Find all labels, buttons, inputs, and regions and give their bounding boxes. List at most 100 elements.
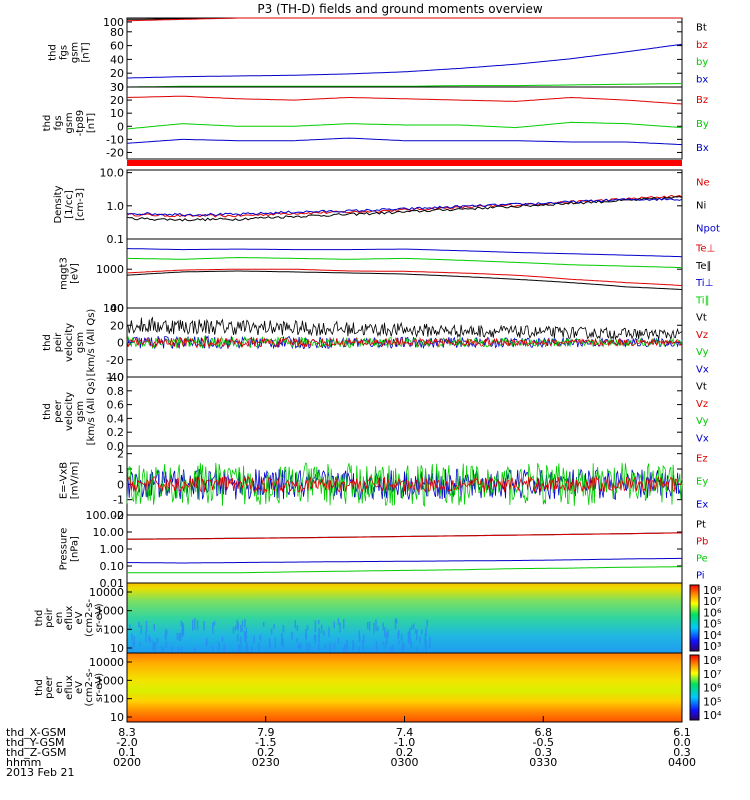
series-by xyxy=(127,83,683,88)
spectrogram-pixel xyxy=(253,635,255,644)
spectrogram-pixel xyxy=(313,634,316,641)
spectrogram-pixel xyxy=(138,621,140,628)
legend-Ti⊥: Ti⊥ xyxy=(695,278,713,289)
y-tick-label: 100 xyxy=(103,693,124,706)
spectrogram-pixel xyxy=(362,634,365,643)
spectrogram-1: 10000 1000 100 10 thd peir en eflux eV (cm2-s-sr-… xyxy=(34,582,722,660)
panel-7: 2 1 0 -1 -2 E=-VxB [mV/m] Ez Ey Ex xyxy=(59,445,708,522)
spectrogram-pixel xyxy=(414,629,417,634)
spectrogram-pixel xyxy=(337,637,340,644)
spectrogram-pixel xyxy=(409,638,412,645)
spectrogram-pixel xyxy=(387,629,389,639)
spectrogram-pixel xyxy=(401,642,404,654)
y-tick-label: -40 xyxy=(106,371,124,384)
colorbar-label: 10⁷ xyxy=(703,668,721,681)
y-axis-label: fgs xyxy=(53,115,64,130)
legend-Ni: Ni xyxy=(696,201,706,212)
y-axis-label: eV xyxy=(74,611,85,624)
panel-3: 10.0 1.0 0.1 Density [1/cc] [cm-3] Ne Ni Npot xyxy=(53,167,720,246)
y-tick-label: 100.00 xyxy=(86,509,125,522)
spectrogram-pixel xyxy=(314,620,317,633)
x-tick-label: -1.0 xyxy=(394,736,415,749)
spectrogram-pixel xyxy=(212,622,214,634)
legend-Pt: Pt xyxy=(696,520,706,531)
y-axis-label: thd xyxy=(48,44,59,61)
spectrogram-pixel xyxy=(203,624,205,631)
x-tick-label: 0.1 xyxy=(118,746,136,759)
y-tick-label: -10 xyxy=(106,133,124,146)
spectrogram-pixel xyxy=(237,633,239,642)
spectrogram-pixel xyxy=(416,629,418,641)
spectrogram-pixel xyxy=(375,641,378,651)
colorbar-label: 10⁶ xyxy=(703,606,722,619)
series-Npot xyxy=(126,197,683,217)
y-axis-label: fgs xyxy=(59,45,70,60)
x-tick-label: 0330 xyxy=(529,756,557,769)
y-axis-label: peir xyxy=(53,332,64,352)
spectrogram-image xyxy=(127,583,682,653)
y-tick-label: 10 xyxy=(110,642,124,655)
y-axis-label: [eV] xyxy=(70,263,81,284)
spectrogram-pixel xyxy=(385,632,388,644)
series-bz xyxy=(126,17,682,22)
spectrogram-pixel xyxy=(176,633,179,640)
y-tick-label: 10000 xyxy=(89,586,124,599)
chart-title: P3 (TH-D) fields and ground moments over… xyxy=(257,2,542,16)
y-axis-label: eV xyxy=(74,681,85,694)
spectrogram-pixel xyxy=(243,631,246,638)
spectrogram-pixel xyxy=(240,643,243,652)
y-axis-label: en xyxy=(54,612,65,625)
spectrogram-pixel xyxy=(375,619,377,631)
spectrogram-pixel xyxy=(318,635,320,643)
spectrogram-pixel xyxy=(153,642,155,650)
y-axis-label: gsm xyxy=(75,401,86,422)
legend-By: By xyxy=(696,119,709,130)
date-label: 2013 Feb 21 xyxy=(6,766,74,779)
spectrogram-pixel xyxy=(250,646,253,657)
spectrogram-pixel xyxy=(358,646,361,654)
y-axis-label: peir xyxy=(44,607,55,627)
spectrogram-pixel xyxy=(324,643,327,650)
legend-Pb: Pb xyxy=(696,537,708,548)
x-tick-label: 0400 xyxy=(668,756,696,769)
spectrogram-pixel xyxy=(152,640,155,652)
spectrogram-pixel xyxy=(205,638,208,646)
y-tick-label: 100 xyxy=(103,16,124,29)
y-tick-label: 0.6 xyxy=(107,399,125,412)
series-Ti⊥ xyxy=(127,248,683,258)
spectrogram-pixel xyxy=(377,626,379,632)
spectrogram-pixel xyxy=(191,619,194,631)
legend-Pe: Pe xyxy=(696,554,708,565)
y-tick-label: 0.8 xyxy=(107,385,125,398)
legend-bx: bx xyxy=(696,74,708,85)
spectrogram-pixel xyxy=(308,643,311,655)
spectrogram-pixel xyxy=(282,638,284,648)
y-axis-label: eflux xyxy=(64,675,75,700)
colorbar xyxy=(689,654,700,721)
spectrogram-pixel xyxy=(165,641,168,649)
y-tick-label: 20 xyxy=(110,67,124,80)
legend-Pi: Pi xyxy=(696,571,705,582)
y-axis-label: en xyxy=(54,681,65,694)
y-tick-label: 0.1 xyxy=(107,233,125,246)
y-tick-label: 80 xyxy=(110,26,124,39)
y-tick-label: 1.0 xyxy=(107,200,125,213)
y-tick-label: 1 xyxy=(117,463,124,476)
spectrogram-pixel xyxy=(237,622,239,631)
spectrogram-pixel xyxy=(246,641,248,648)
spectrogram-pixel xyxy=(281,633,283,646)
y-tick-label: 0 xyxy=(117,81,124,94)
spectrogram-pixel xyxy=(429,636,431,649)
y-tick-label: 10.0 xyxy=(100,167,125,180)
legend-Vt: Vt xyxy=(696,382,707,393)
spectrogram-pixel xyxy=(343,619,345,629)
spectrogram-pixel xyxy=(177,646,179,653)
series-Ez xyxy=(126,475,683,494)
x-tick-label: 0.3 xyxy=(535,746,553,759)
series-Ti∥ xyxy=(127,256,683,269)
spectrogram-pixel xyxy=(239,636,242,644)
spectrogram-pixel xyxy=(145,631,147,643)
spectrogram-pixel xyxy=(297,643,300,649)
spectrogram-pixel xyxy=(149,638,151,644)
